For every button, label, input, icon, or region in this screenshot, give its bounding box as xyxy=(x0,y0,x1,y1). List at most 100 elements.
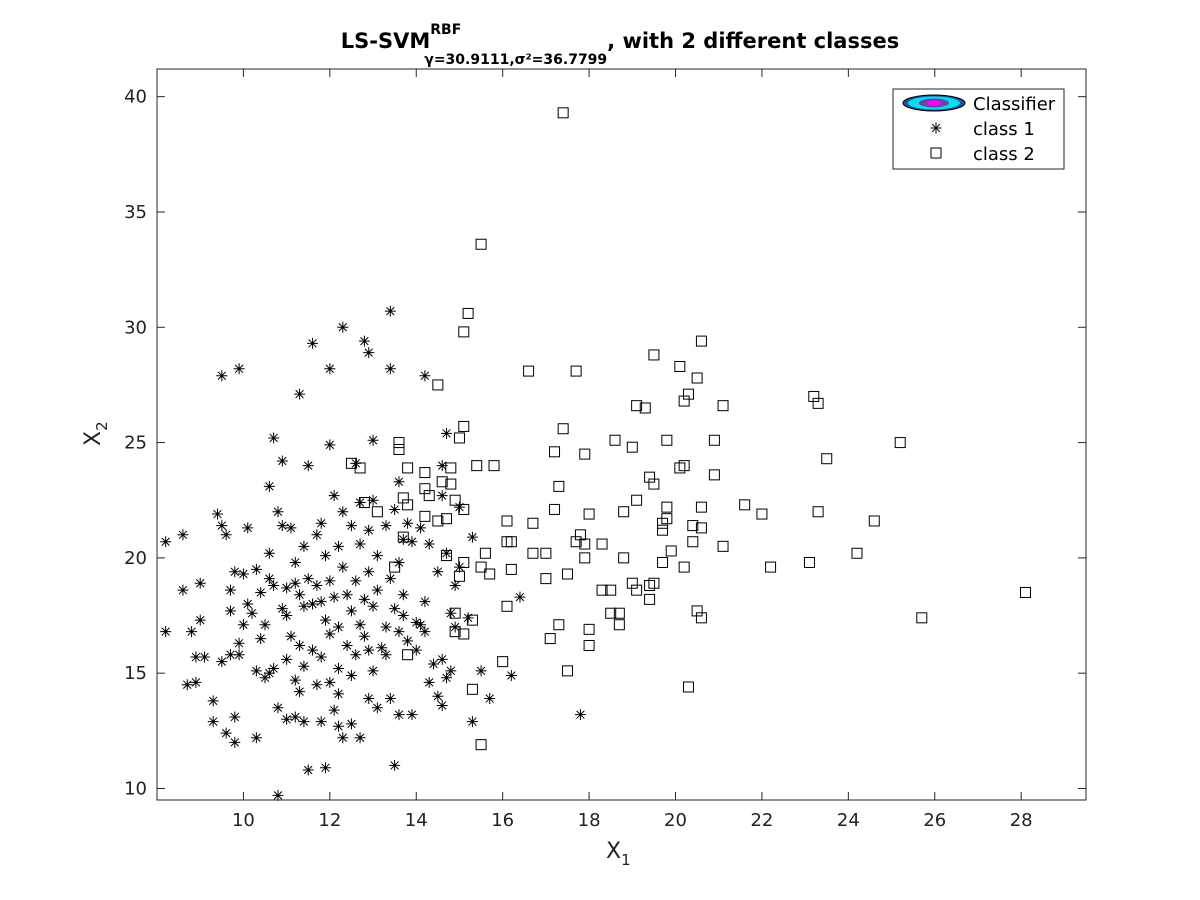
class-1-point xyxy=(574,709,586,721)
class-2-point xyxy=(574,529,586,541)
class-2-point xyxy=(423,490,435,502)
y-axis-label-base: X xyxy=(81,431,106,446)
class-1-point xyxy=(380,520,392,532)
class-2-point xyxy=(605,584,617,596)
class-1-point xyxy=(354,538,366,550)
class-2-point xyxy=(821,453,833,465)
class-2-point xyxy=(678,561,690,573)
class-1-point xyxy=(423,676,435,688)
class-1-point xyxy=(311,679,323,691)
class-1-point xyxy=(246,607,258,619)
class-1-point xyxy=(160,536,172,548)
y-tick-label: 10 xyxy=(124,778,147,799)
x-tick-label: 26 xyxy=(923,810,946,831)
class-1-point xyxy=(358,335,370,347)
chart-title: LS-SVMRBF γ=30.9111,σ²=36.7799, with 2 di… xyxy=(341,22,899,68)
class-1-point xyxy=(436,699,448,711)
class-1-point xyxy=(380,621,392,633)
class-1-point xyxy=(397,589,409,601)
class-1-point xyxy=(220,529,232,541)
class-1-point xyxy=(250,665,262,677)
class-2-point xyxy=(441,513,453,525)
class-2-point xyxy=(462,307,474,319)
title-superscript: RBF xyxy=(430,22,461,38)
class-2-point xyxy=(916,612,928,624)
x-tick-label: 16 xyxy=(491,810,514,831)
class-1-point xyxy=(216,370,228,382)
class-2-point xyxy=(540,573,552,585)
class-1-point xyxy=(233,363,245,375)
class-1-point xyxy=(354,732,366,744)
class-1-point xyxy=(272,506,284,518)
class-2-point xyxy=(475,739,487,751)
class-1-point xyxy=(263,547,275,559)
legend: Classifier class 1 class 2 xyxy=(892,88,1065,170)
class-1-point xyxy=(332,688,344,700)
class-1-point xyxy=(410,616,422,628)
class-1-point xyxy=(315,651,327,663)
class-2-point xyxy=(419,483,431,495)
class-1-point xyxy=(315,517,327,529)
class-2-point xyxy=(453,570,465,582)
y-tick-label: 15 xyxy=(124,663,147,684)
class-1-point xyxy=(358,630,370,642)
class-1-point xyxy=(229,736,241,748)
class-1-point xyxy=(298,660,310,672)
class-2-point xyxy=(661,501,673,513)
class-2-point xyxy=(570,365,582,377)
class-1-point xyxy=(410,644,422,656)
class-1-point xyxy=(397,610,409,622)
class-1-point xyxy=(263,480,275,492)
class-1-point xyxy=(237,568,249,580)
class-1-point xyxy=(315,716,327,728)
class-2-point xyxy=(527,547,539,559)
class-1-point xyxy=(475,665,487,677)
class-1-point xyxy=(194,577,206,589)
class-2-point xyxy=(393,437,405,449)
class-1-point xyxy=(441,547,453,559)
class-1-point xyxy=(259,619,271,631)
class-1-point xyxy=(367,434,379,446)
class-1-point xyxy=(315,596,327,608)
class-1-point xyxy=(328,704,340,716)
class-1-point xyxy=(328,490,340,502)
class-2-point xyxy=(583,639,595,651)
class-2-point xyxy=(674,462,686,474)
class-1-point xyxy=(320,614,332,626)
legend-label-classifier: Classifier xyxy=(973,94,1056,115)
y-tick-label: 25 xyxy=(124,433,147,454)
class-1-point xyxy=(186,626,198,638)
class-1-point xyxy=(337,506,349,518)
class-1-point xyxy=(441,427,453,439)
class-1-point xyxy=(263,667,275,679)
class-2-point xyxy=(441,550,453,562)
class-1-point xyxy=(445,665,457,677)
class-1-point xyxy=(320,762,332,774)
class-1-point xyxy=(324,575,336,587)
class-1-point xyxy=(224,605,236,617)
class-2-point xyxy=(665,545,677,557)
x-tick-label: 18 xyxy=(578,810,601,831)
class-2-point xyxy=(657,556,669,568)
class-2-point xyxy=(449,494,461,506)
class-2-point xyxy=(682,681,694,693)
class-1-point xyxy=(250,563,262,575)
class-2-point xyxy=(402,649,414,661)
class-1-point xyxy=(259,672,271,684)
class-1-point xyxy=(324,363,336,375)
class-1-point xyxy=(419,370,431,382)
class-2-point xyxy=(691,605,703,617)
class-2-point xyxy=(644,593,656,605)
class-1-point xyxy=(229,711,241,723)
class-1-point xyxy=(307,337,319,349)
axes-box xyxy=(156,68,1087,801)
class-2-point xyxy=(803,556,815,568)
class-2-point xyxy=(661,434,673,446)
class-1-point xyxy=(393,709,405,721)
class-1-point xyxy=(415,522,427,534)
class-1-point xyxy=(311,529,323,541)
class-2-point xyxy=(397,531,409,543)
class-1-point xyxy=(345,520,357,532)
class-2-point xyxy=(894,437,906,449)
